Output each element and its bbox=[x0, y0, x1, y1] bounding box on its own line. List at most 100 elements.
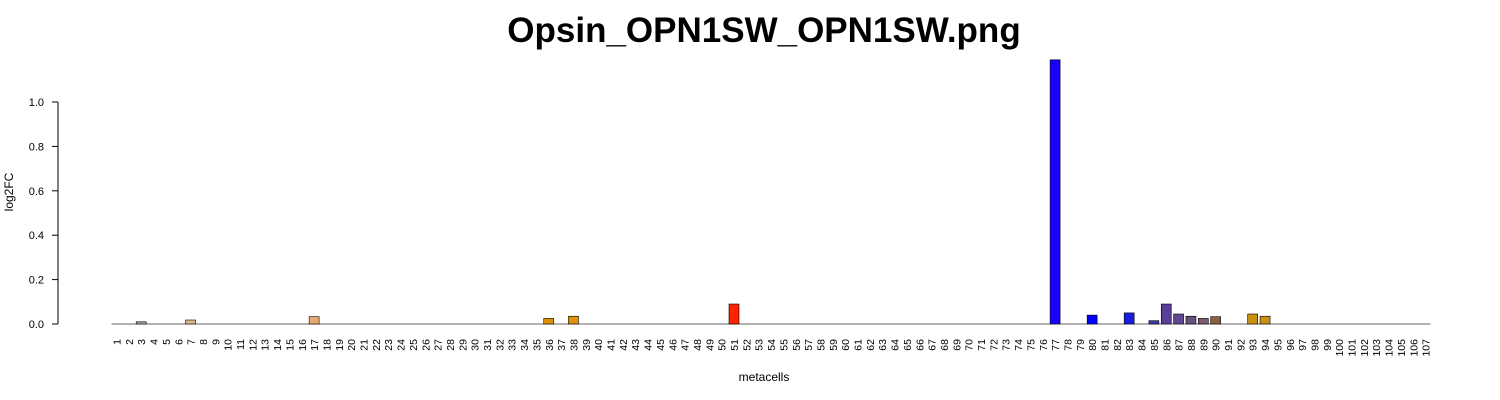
x-tick-label: 63 bbox=[877, 339, 889, 351]
x-tick-label: 10 bbox=[223, 339, 235, 351]
x-tick-label: 106 bbox=[1408, 339, 1420, 357]
x-tick-label: 55 bbox=[778, 339, 790, 351]
x-tick-label: 98 bbox=[1309, 339, 1321, 351]
x-tick-label: 25 bbox=[408, 339, 420, 351]
x-tick-label: 69 bbox=[951, 339, 963, 351]
x-tick-label: 95 bbox=[1272, 339, 1284, 351]
x-tick-label: 54 bbox=[766, 339, 778, 351]
x-tick-label: 99 bbox=[1322, 339, 1334, 351]
x-tick-label: 2 bbox=[124, 339, 136, 345]
x-tick-label: 27 bbox=[433, 339, 445, 351]
y-axis: 0.0 0.2 0.4 0.6 0.8 1.0 bbox=[29, 97, 59, 331]
x-tick-label: 96 bbox=[1285, 339, 1297, 351]
x-tick-label: 94 bbox=[1260, 339, 1272, 351]
x-tick-label: 81 bbox=[1100, 339, 1112, 351]
x-tick-label: 40 bbox=[593, 339, 605, 351]
x-tick-label: 34 bbox=[519, 339, 531, 351]
x-tick-label: 5 bbox=[161, 339, 173, 345]
x-tick-label: 50 bbox=[717, 339, 729, 351]
x-tick-label: 45 bbox=[655, 339, 667, 351]
bar-51 bbox=[728, 303, 740, 325]
x-tick-label: 12 bbox=[247, 339, 259, 351]
x-tick-label: 6 bbox=[173, 339, 185, 345]
x-tick-label: 100 bbox=[1334, 339, 1346, 357]
x-tick-label: 28 bbox=[445, 339, 457, 351]
bar-85 bbox=[1148, 320, 1160, 325]
x-tick-label: 82 bbox=[1112, 339, 1124, 351]
x-tick-label: 86 bbox=[1161, 339, 1173, 351]
x-tick-label: 72 bbox=[988, 339, 1000, 351]
bar-86 bbox=[1160, 303, 1172, 325]
x-tick-label: 75 bbox=[1025, 339, 1037, 351]
x-tick-label: 91 bbox=[1223, 339, 1235, 351]
x-tick-label: 19 bbox=[334, 339, 346, 351]
bar-87 bbox=[1173, 313, 1184, 325]
x-tick-label: 44 bbox=[643, 339, 655, 351]
x-tick-label: 33 bbox=[507, 339, 519, 351]
x-tick-label: 93 bbox=[1248, 339, 1260, 351]
bar-36 bbox=[543, 318, 555, 325]
x-tick-label: 3 bbox=[136, 339, 148, 345]
x-tick-label: 24 bbox=[396, 339, 408, 351]
x-tick-label: 11 bbox=[235, 339, 247, 350]
x-tick-label: 26 bbox=[420, 339, 432, 351]
x-tick-label: 67 bbox=[927, 339, 939, 351]
x-tick-label: 13 bbox=[260, 339, 272, 351]
x-tick-label: 16 bbox=[297, 339, 309, 351]
x-tick-label: 77 bbox=[1050, 339, 1062, 351]
x-tick-label: 101 bbox=[1347, 339, 1359, 357]
x-tick-labels: 1 2 3 4 5 6 7 8 9 10 11 12 13 14 15 16 17 18 19 20 21 22 23 24 2… bbox=[112, 339, 1433, 357]
y-tick-label: 0.4 bbox=[29, 230, 44, 242]
bar-90 bbox=[1210, 316, 1221, 325]
x-tick-label: 30 bbox=[470, 339, 482, 351]
x-tick-label: 47 bbox=[680, 339, 692, 351]
bar-88 bbox=[1185, 315, 1197, 325]
x-tick-label: 36 bbox=[544, 339, 556, 351]
x-tick-label: 4 bbox=[149, 339, 161, 345]
x-tick-label: 39 bbox=[581, 339, 593, 351]
bar-3 bbox=[135, 321, 147, 325]
bar-77 bbox=[1049, 59, 1061, 325]
bars bbox=[135, 59, 1271, 325]
x-tick-label: 105 bbox=[1396, 339, 1408, 357]
x-tick-label: 52 bbox=[741, 339, 753, 351]
x-tick-label: 53 bbox=[754, 339, 766, 351]
x-tick-label: 60 bbox=[840, 339, 852, 351]
chart-title: Opsin_OPN1SW_OPN1SW.png bbox=[507, 11, 1020, 50]
x-tick-label: 84 bbox=[1137, 339, 1149, 351]
x-tick-label: 78 bbox=[1062, 339, 1074, 351]
x-tick-label: 37 bbox=[556, 339, 568, 351]
x-tick-label: 32 bbox=[494, 339, 506, 351]
x-tick-label: 17 bbox=[309, 339, 321, 351]
x-tick-label: 38 bbox=[568, 339, 580, 351]
x-tick-label: 49 bbox=[704, 339, 716, 351]
x-tick-label: 90 bbox=[1211, 339, 1223, 351]
x-tick-label: 56 bbox=[791, 339, 803, 351]
x-tick-label: 1 bbox=[112, 339, 124, 345]
x-tick-label: 62 bbox=[865, 339, 877, 351]
x-tick-label: 76 bbox=[1038, 339, 1050, 351]
x-tick-label: 61 bbox=[853, 339, 865, 351]
x-tick-label: 85 bbox=[1149, 339, 1161, 351]
x-tick-label: 14 bbox=[272, 339, 284, 351]
bar-17 bbox=[308, 316, 320, 325]
x-tick-label: 43 bbox=[630, 339, 642, 351]
x-tick-label: 64 bbox=[890, 339, 902, 351]
x-tick-label: 103 bbox=[1371, 339, 1383, 357]
bar-89 bbox=[1198, 318, 1209, 325]
x-tick-label: 88 bbox=[1186, 339, 1198, 351]
x-tick-label: 51 bbox=[729, 339, 741, 351]
x-axis-label: metacells bbox=[739, 370, 790, 384]
x-tick-label: 58 bbox=[815, 339, 827, 351]
x-tick-label: 107 bbox=[1421, 339, 1433, 357]
x-tick-label: 70 bbox=[964, 339, 976, 351]
y-tick-label: 0.8 bbox=[29, 141, 44, 153]
x-tick-label: 83 bbox=[1124, 339, 1136, 351]
x-tick-label: 68 bbox=[939, 339, 951, 351]
x-tick-label: 66 bbox=[914, 339, 926, 351]
x-tick-label: 80 bbox=[1087, 339, 1099, 351]
x-tick-label: 79 bbox=[1075, 339, 1087, 351]
x-tick-label: 71 bbox=[976, 339, 988, 351]
x-tick-label: 73 bbox=[1001, 339, 1013, 351]
